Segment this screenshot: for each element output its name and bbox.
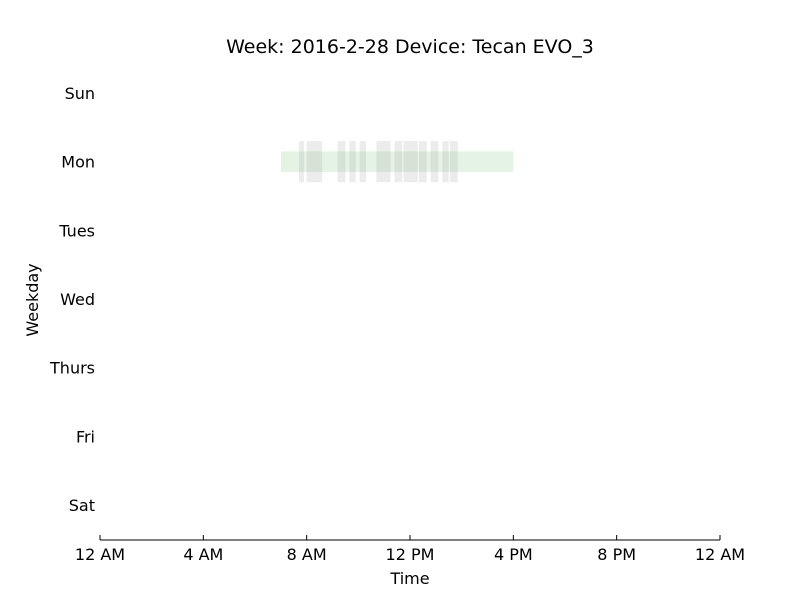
x-tick-label: 12 AM (695, 545, 745, 564)
usage-interval-bar (337, 141, 346, 183)
usage-interval-bar (430, 141, 439, 183)
y-axis-label: Weekday (23, 263, 42, 336)
y-tick-label: Wed (60, 290, 95, 309)
y-tick-label: Sat (69, 496, 95, 515)
usage-interval-bar (298, 141, 305, 183)
usage-interval-bar (450, 141, 458, 183)
x-axis-label: Time (389, 569, 429, 588)
y-tick-label: Sun (65, 84, 95, 103)
x-tick-label: 12 PM (386, 545, 435, 564)
y-tick-label: Thurs (49, 359, 95, 378)
usage-interval-bar (306, 141, 323, 183)
usage-interval-bar (419, 141, 427, 183)
usage-interval-bar (280, 151, 514, 172)
usage-interval-bar (410, 141, 418, 183)
x-tick-label: 4 AM (183, 545, 223, 564)
y-tick-label: Mon (61, 153, 95, 172)
usage-bars (280, 141, 514, 183)
x-tick-label: 4 PM (494, 545, 533, 564)
usage-interval-bar (394, 141, 403, 183)
y-tick-label: Fri (76, 427, 95, 446)
x-tick-label: 12 AM (75, 545, 125, 564)
y-axis-ticks: Sun Mon Tues Wed Thurs Fri Sat (49, 84, 95, 515)
chart-title: Week: 2016-2-28 Device: Tecan EVO_3 (226, 36, 594, 58)
x-axis-ticks: 12 AM 4 AM 8 AM 12 PM 4 PM 8 PM 12 AM (75, 535, 745, 564)
usage-interval-bar (376, 141, 391, 183)
usage-interval-bar (359, 141, 367, 183)
x-tick-label: 8 PM (597, 545, 636, 564)
x-tick-label: 8 AM (287, 545, 327, 564)
usage-interval-bar (349, 141, 356, 183)
y-tick-label: Tues (58, 221, 95, 240)
usage-interval-bar (403, 141, 410, 183)
usage-interval-bar (442, 141, 449, 183)
